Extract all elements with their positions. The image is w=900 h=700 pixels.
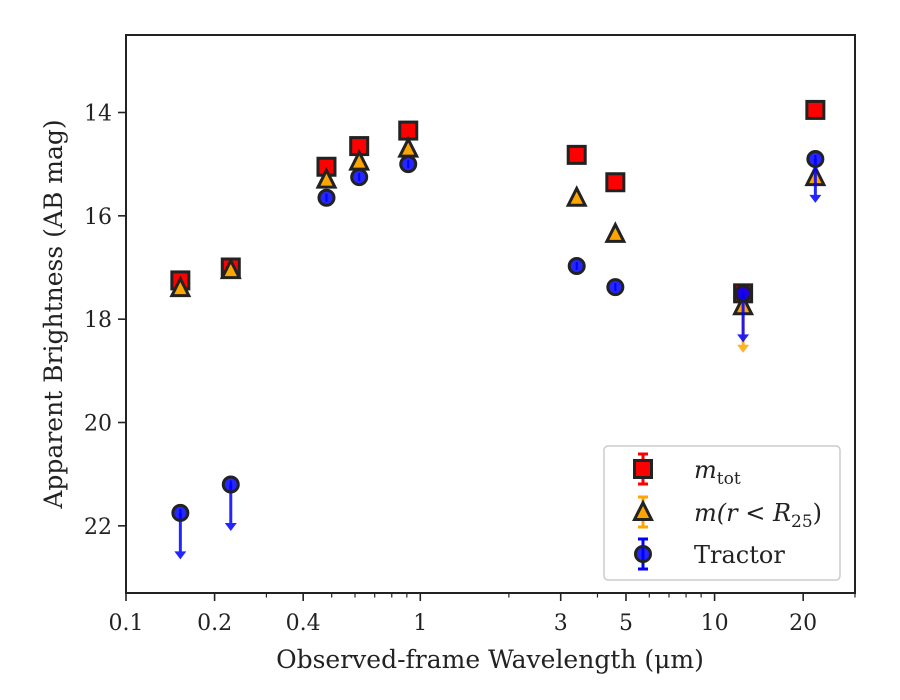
legend-entry-2: Tractor	[634, 537, 785, 571]
x-tick-label-0: 0.1	[109, 611, 144, 636]
y-tick-label-4: 22	[84, 515, 112, 540]
plot-frame	[125, 34, 856, 594]
plot-area	[169, 99, 827, 560]
x-axis-label: Observed-frame Wavelength (μm)	[276, 645, 704, 674]
legend-label-0: mtot	[694, 456, 741, 489]
series-tractor	[171, 150, 825, 560]
legend-marker-2	[634, 545, 652, 563]
legend-entry-0: mtot	[633, 452, 741, 489]
legend-marker-1	[632, 499, 654, 521]
legend-label-1: m(r < R25)	[694, 499, 822, 532]
y-axis: 14 16 18 20 22	[84, 102, 126, 540]
y-tick-label-0: 14	[84, 102, 112, 127]
legend-marker-0	[633, 459, 653, 479]
x-tick-label-6: 10	[701, 611, 729, 636]
x-tick-label-7: 20	[789, 611, 817, 636]
legend: mtot m(r < R25) Tractor	[603, 445, 841, 581]
y-axis-label: Apparent Brightness (AB mag)	[39, 119, 68, 509]
y-tick-label-1: 16	[84, 205, 112, 230]
x-tick-label-2: 0.4	[286, 611, 321, 636]
legend-box	[603, 445, 841, 581]
y-tick-label-3: 20	[84, 412, 112, 437]
series-m-tot	[170, 99, 826, 304]
legend-entry-1: m(r < R25)	[632, 495, 822, 532]
legend-label-2: Tractor	[694, 541, 785, 569]
x-tick-label-1: 0.2	[197, 611, 232, 636]
x-tick-label-3: 1	[413, 611, 427, 636]
y-tick-label-2: 18	[84, 308, 112, 333]
x-tick-label-4: 3	[554, 611, 568, 636]
x-tick-label-5: 5	[619, 611, 633, 636]
series-m-r-r25-	[169, 135, 827, 353]
x-axis: 0.1 0.2 0.4 1 3 5 10 20	[109, 593, 856, 636]
